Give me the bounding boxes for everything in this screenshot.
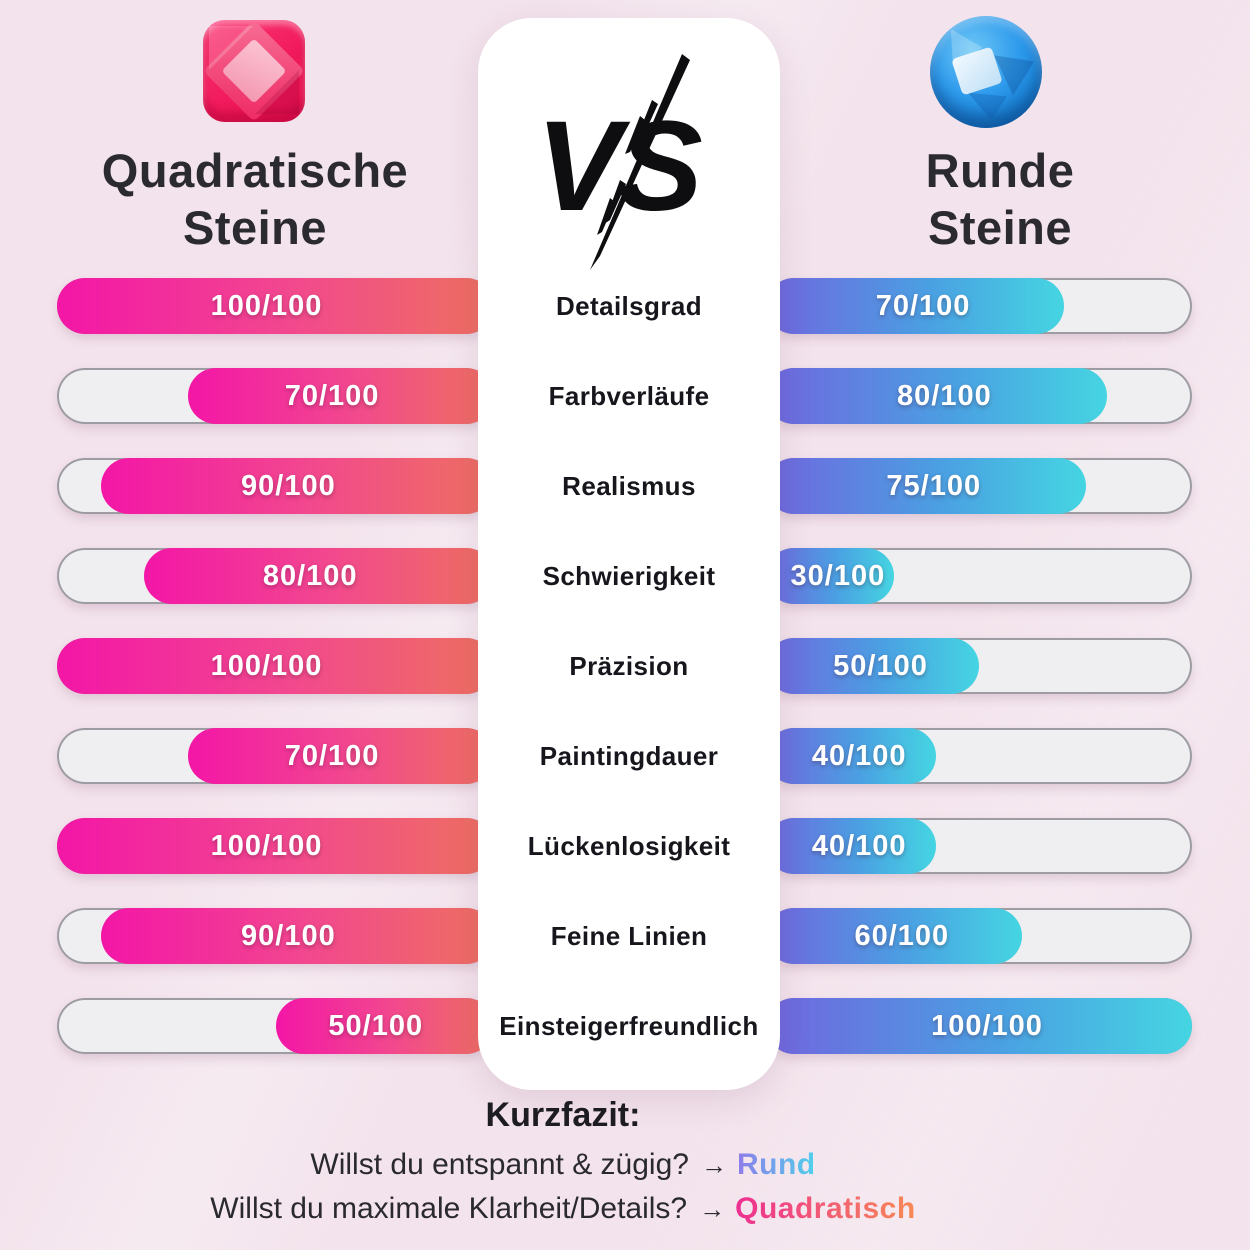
left-bar-value-label: 90/100 [241,919,336,952]
left-bar-track: 70/100 [57,368,494,424]
category-label: Feine Linien [550,920,708,951]
right-bar-fill: 100/100 [766,998,1192,1054]
category-label: Einsteigerfreundlich [499,1010,759,1041]
right-bar-value-label: 100/100 [931,1009,1043,1042]
arrow-icon: → [700,1150,727,1180]
right-bar-value-label: 40/100 [811,829,907,862]
left-title-line2: Steine [182,201,328,255]
left-bar-value-label: 100/100 [210,289,323,322]
left-header: Quadratische Steine [25,0,485,257]
square-gem-icon [203,20,305,122]
right-bar-fill: 40/100 [766,818,937,874]
left-bar-track: 90/100 [57,908,494,964]
arrow-icon: → [699,1194,726,1224]
left-bar-track: 100/100 [57,278,494,334]
left-bar-fill: 100/100 [57,818,494,874]
left-bar-value-label: 100/100 [210,829,323,862]
conclusion-lines: Willst du entspannt & zügig? → Rund Willst … [0,1143,1126,1231]
category-label: Paintingdauer [539,740,719,771]
conclusion-line: Willst du entspannt & zügig? → Rund [0,1143,1126,1187]
left-bar-fill: 90/100 [100,458,494,514]
left-title-line1: Quadratische [101,144,409,197]
conclusion-line: Willst du maximale Klarheit/Details? → Qua… [0,1187,1126,1231]
right-bar-track: 80/100 [766,368,1192,424]
left-bar-value-label: 70/100 [284,379,380,412]
category-label: Realismus [562,470,696,501]
right-bar-value-label: 60/100 [854,919,950,952]
left-bar-value-label: 100/100 [210,649,323,682]
right-bar-fill: 75/100 [766,458,1086,514]
category-label: Lückenlosigkeit [527,830,731,861]
left-bar-fill: 50/100 [275,998,494,1054]
vs-icon: VS [536,54,706,270]
right-header: Runde Steine [780,0,1220,257]
right-bar-fill: 80/100 [766,368,1107,424]
round-gem-icon [930,16,1042,128]
right-bar-fill: 30/100 [766,548,894,604]
left-bar-track: 70/100 [57,728,494,784]
left-bar-fill: 70/100 [188,728,494,784]
conclusion-heading: Kurzfazit: [485,1096,641,1134]
right-title: Runde Steine [780,142,1220,257]
conclusion-highlight: Rund [736,1148,816,1181]
left-bar-value-label: 50/100 [328,1009,424,1042]
right-bar-value-label: 80/100 [897,379,992,412]
right-bar-track: 50/100 [766,638,1192,694]
right-bar-track: 100/100 [766,998,1192,1054]
left-bar-track: 100/100 [57,818,494,874]
right-bar-fill: 40/100 [766,728,937,784]
category-label: Schwierigkeit [542,560,716,591]
right-bar-value-label: 75/100 [886,469,982,502]
left-bar-fill: 100/100 [57,278,494,334]
conclusion-question: Willst du maximale Klarheit/Details? [210,1192,688,1225]
right-bar-track: 60/100 [766,908,1192,964]
right-bar-fill: 60/100 [766,908,1022,964]
right-bar-track: 40/100 [766,728,1192,784]
category-label: Farbverläufe [548,380,710,411]
left-bar-value-label: 80/100 [262,559,358,592]
left-bar-track: 100/100 [57,638,494,694]
right-bar-track: 30/100 [766,548,1192,604]
vs-text: VS [536,95,702,238]
left-bar-fill: 90/100 [100,908,494,964]
vs-slash-marks [590,54,690,270]
conclusion-highlight: Quadratisch [735,1192,916,1225]
category-label: Detailsgrad [555,290,702,321]
left-bar-track: 90/100 [57,458,494,514]
right-bar-track: 70/100 [766,278,1192,334]
right-title-line1: Runde [925,144,1075,197]
left-bar-fill: 100/100 [57,638,494,694]
center-panel: VS [478,18,780,1090]
left-title: Quadratische Steine [25,142,485,257]
right-bar-value-label: 30/100 [790,559,886,592]
right-bar-value-label: 40/100 [811,739,907,772]
right-title-line2: Steine [927,201,1073,255]
left-bar-track: 50/100 [57,998,494,1054]
left-bar-track: 80/100 [57,548,494,604]
left-bar-value-label: 90/100 [241,469,336,502]
right-bar-track: 75/100 [766,458,1192,514]
left-bar-fill: 70/100 [188,368,494,424]
right-bar-fill: 70/100 [766,278,1065,334]
right-bar-fill: 50/100 [766,638,979,694]
left-bar-fill: 80/100 [144,548,494,604]
category-label: Präzision [569,650,689,681]
right-bar-track: 40/100 [766,818,1192,874]
conclusion-question: Willst du entspannt & zügig? [310,1148,689,1181]
right-bar-value-label: 50/100 [833,649,928,682]
conclusion-block: Kurzfazit: Willst du entspannt & zügig? →… [0,1096,1126,1231]
right-bar-value-label: 70/100 [875,289,971,322]
left-bar-value-label: 70/100 [284,739,380,772]
